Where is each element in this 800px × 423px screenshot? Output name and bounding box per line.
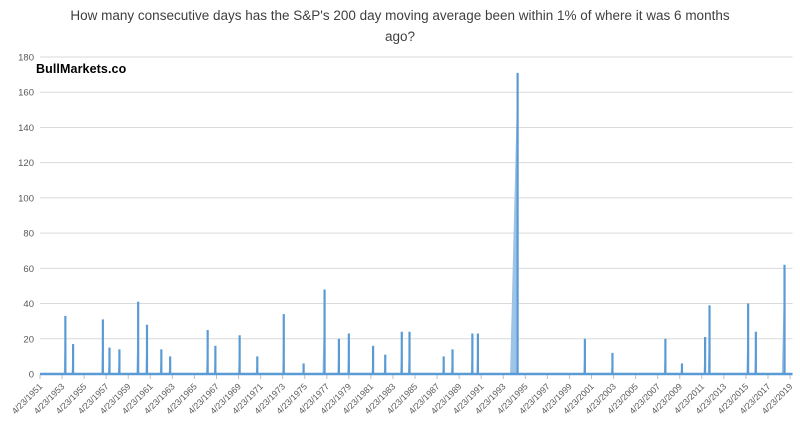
y-axis-tick-label: 160 xyxy=(18,88,34,99)
chart-title: How many consecutive days has the S&P's … xyxy=(70,8,730,44)
y-axis-tick-label: 120 xyxy=(18,158,34,169)
y-axis-tick-label: 60 xyxy=(23,264,34,275)
y-axis-tick-label: 40 xyxy=(23,299,34,310)
data-spike-ramp xyxy=(510,72,518,374)
y-axis-tick-label: 100 xyxy=(18,193,34,204)
brand-watermark: BullMarkets.co xyxy=(36,62,127,76)
y-axis-tick-label: 0 xyxy=(29,370,34,381)
y-axis-tick-label: 80 xyxy=(23,229,34,240)
y-axis-tick-label: 140 xyxy=(18,123,34,134)
y-axis-tick-label: 180 xyxy=(18,53,34,64)
y-axis-tick-label: 20 xyxy=(23,334,34,345)
